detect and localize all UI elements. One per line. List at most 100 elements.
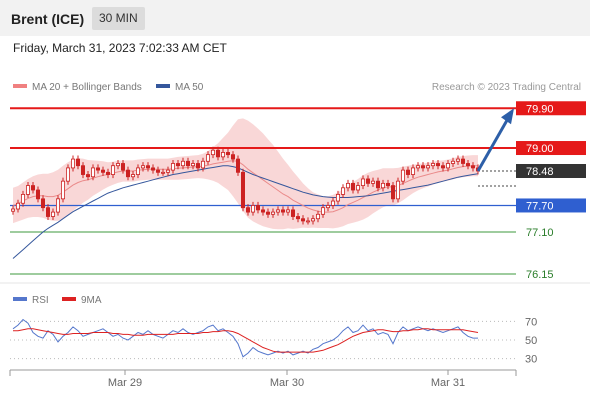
candle-body-10 — [61, 180, 66, 200]
candle-body-49 — [255, 205, 260, 211]
candle-body-81 — [415, 165, 420, 169]
candle-body-54 — [280, 209, 285, 213]
candle-body-82 — [420, 165, 425, 169]
x-tick-label-1: Mar 30 — [270, 377, 304, 389]
candle-body-39 — [205, 154, 210, 162]
rsi-tick-label-0: 70 — [525, 316, 537, 328]
candle-body-80 — [410, 167, 415, 175]
candle-body-50 — [260, 209, 265, 213]
candle-body-72 — [370, 180, 375, 184]
candle-body-73 — [375, 180, 380, 189]
bollinger-band — [13, 118, 478, 230]
level-label-1: 79.00 — [526, 143, 554, 155]
candle-body-26 — [140, 165, 145, 169]
candle-body-91 — [465, 163, 470, 167]
candle-body-22 — [121, 163, 126, 171]
candle-body-11 — [66, 167, 71, 182]
rsi-tick-label-2: 30 — [525, 354, 537, 366]
candle-body-60 — [310, 218, 315, 222]
level-label-0: 79.90 — [526, 103, 554, 115]
rsi-ma-line — [13, 328, 479, 353]
ma20-line — [12, 160, 478, 213]
legend-swatch-ma20 — [13, 84, 27, 88]
candle-body-1 — [15, 202, 20, 210]
candle-body-86 — [440, 165, 445, 169]
candle-body-90 — [460, 158, 465, 164]
candle-body-33 — [175, 163, 180, 167]
candle-body-62 — [320, 207, 325, 215]
candle-body-2 — [20, 194, 25, 204]
candle-body-12 — [71, 158, 76, 169]
candle-body-41 — [215, 149, 220, 158]
candle-body-59 — [305, 220, 310, 223]
candle-body-45 — [235, 158, 240, 173]
candle-body-8 — [51, 211, 56, 217]
x-tick-label-2: Mar 31 — [431, 377, 465, 389]
candle-body-47 — [245, 207, 250, 213]
candle-body-79 — [405, 169, 410, 175]
legend-swatch-rsi-ma — [62, 297, 76, 301]
last-price-label: 78.48 — [526, 166, 554, 178]
candle-body-75 — [385, 182, 390, 186]
candle-body-67 — [345, 182, 350, 189]
candle-body-46 — [240, 171, 245, 209]
candle-body-35 — [185, 160, 190, 167]
candle-body-70 — [360, 178, 365, 186]
period-badge[interactable]: 30 MIN — [92, 7, 145, 30]
legend-swatch-rsi — [13, 297, 27, 301]
level-label-4: 77.10 — [526, 227, 554, 239]
candle-body-15 — [86, 174, 91, 178]
candle-body-85 — [435, 163, 440, 167]
candle-body-76 — [390, 185, 395, 200]
legend-label-ma20: MA 20 + Bollinger Bands — [32, 82, 142, 93]
projection-arrow-head — [501, 108, 514, 125]
candle-body-61 — [315, 213, 320, 220]
candle-body-34 — [180, 160, 185, 167]
candle-body-87 — [445, 163, 450, 169]
level-tag-1 — [516, 141, 586, 156]
candle-body-24 — [130, 174, 135, 178]
legend-label-rsi: RSI — [32, 295, 49, 306]
legend-label-rsi-ma: 9MA — [81, 295, 102, 306]
candle-body-21 — [116, 163, 121, 167]
candle-body-53 — [275, 209, 280, 213]
candle-body-69 — [355, 185, 360, 191]
candle-body-38 — [200, 160, 205, 169]
chart-credit: Research © 2023 Trading Central — [432, 82, 581, 93]
candle-body-43 — [225, 152, 230, 156]
candle-body-20 — [111, 165, 116, 175]
candle-body-18 — [101, 169, 106, 173]
candle-body-56 — [290, 209, 295, 217]
candle-body-78 — [400, 169, 405, 182]
level-label-3: 77.70 — [526, 200, 554, 212]
candle-body-88 — [450, 160, 455, 164]
candle-body-52 — [270, 211, 275, 215]
rsi-tick-label-1: 50 — [525, 335, 537, 347]
candle-body-28 — [150, 167, 155, 171]
ma50-line — [12, 165, 479, 259]
candle-body-48 — [250, 205, 255, 213]
level-label-5: 76.15 — [526, 269, 554, 281]
candle-body-30 — [160, 171, 165, 174]
candle-body-58 — [300, 218, 305, 222]
candle-body-19 — [106, 171, 111, 175]
candle-body-89 — [455, 158, 460, 162]
candle-body-16 — [91, 167, 96, 178]
title-bar: Brent (ICE) 30 MIN — [0, 0, 590, 36]
candle-body-5 — [36, 189, 41, 200]
candle-body-14 — [81, 165, 86, 175]
level-tag-3 — [516, 198, 586, 213]
candle-body-23 — [126, 169, 131, 178]
legend-swatch-ma50 — [156, 84, 170, 88]
legend-label-ma50: MA 50 — [175, 82, 204, 93]
timestamp: Friday, March 31, 2023 7:02:33 AM CET — [13, 41, 227, 55]
candle-body-17 — [96, 167, 101, 171]
projection-arrow-shaft — [476, 119, 509, 172]
candle-body-83 — [425, 165, 430, 169]
candle-body-64 — [330, 200, 335, 206]
instrument-title: Brent (ICE) — [11, 11, 85, 27]
candle-body-40 — [210, 149, 215, 156]
candle-body-66 — [340, 187, 345, 195]
candle-body-37 — [195, 163, 200, 169]
candle-body-84 — [430, 163, 435, 167]
